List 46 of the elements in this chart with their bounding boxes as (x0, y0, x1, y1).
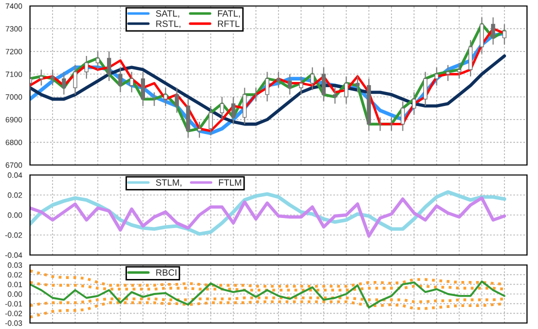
candlestick (276, 71, 281, 88)
legend-label: SATL, (156, 10, 180, 18)
legend-label: STLM, (156, 179, 182, 187)
candlestick (491, 16, 496, 46)
candlestick (423, 71, 428, 106)
candlestick (231, 96, 236, 125)
candlestick (140, 71, 145, 106)
candlestick (174, 87, 179, 114)
candlestick (400, 100, 405, 132)
candlestick (457, 62, 462, 80)
candlestick (356, 76, 360, 93)
legend-label: RSTL, (156, 20, 180, 28)
candlestick (299, 76, 304, 96)
legend-label: FTLM (219, 179, 242, 186)
legend-label: RBCI (156, 269, 176, 276)
candlestick (96, 50, 100, 70)
candlestick (468, 40, 473, 77)
candlestick (197, 121, 202, 138)
candlestick (220, 96, 224, 120)
legend-label: FATL, (218, 10, 240, 18)
candlestick (310, 66, 314, 91)
candlestick (446, 64, 450, 82)
candlestick (130, 71, 134, 93)
candlestick (107, 50, 112, 82)
candlestick (288, 74, 292, 96)
candlestick (164, 87, 168, 106)
candlestick (208, 105, 213, 136)
candlestick (265, 71, 270, 102)
candlestick (502, 24, 506, 46)
candlestick (434, 66, 439, 86)
line-series (30, 280, 506, 309)
candlestick (242, 87, 247, 125)
candlestick (73, 64, 78, 96)
candlestick (50, 69, 55, 86)
candlestick (84, 55, 89, 80)
candlestick (412, 92, 416, 116)
candlestick (344, 76, 348, 104)
candlestick (332, 87, 338, 104)
line-series (30, 196, 506, 238)
candlestick (62, 71, 66, 96)
legend-label: RFTL (218, 20, 240, 27)
candlestick (118, 66, 122, 93)
line-series (30, 54, 506, 126)
candlestick (39, 69, 44, 86)
candlestick (480, 16, 484, 54)
candlestick (322, 66, 326, 102)
